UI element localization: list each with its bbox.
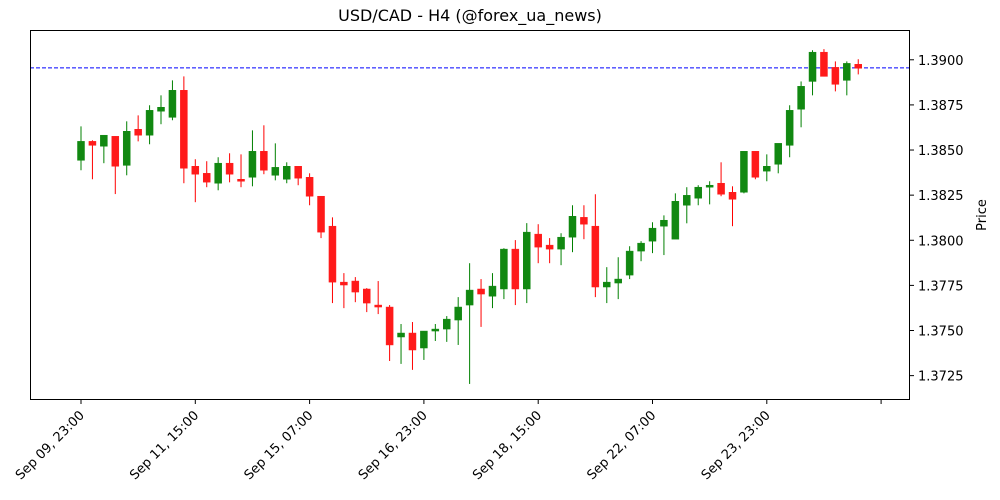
candle [625,246,634,280]
plot-frame [30,30,910,400]
candle [820,49,828,77]
candle [763,154,771,182]
candle [785,105,794,158]
candle [260,125,268,175]
candle [351,277,360,303]
candle [797,81,805,128]
y-tick-label: 1.3875 [918,99,964,114]
candle [728,186,737,227]
candle [282,162,291,184]
candle [100,134,108,164]
candle [500,248,508,300]
candle [591,194,600,298]
candle [603,267,611,304]
y-tick-label: 1.3775 [918,279,964,294]
candle [614,257,622,300]
candle [385,305,394,362]
candle [431,324,440,341]
candle [808,50,817,96]
candle [328,217,337,304]
candle [408,322,417,370]
x-tick-label: Sep 16, 23:00 [356,408,431,483]
candle [122,121,131,176]
y-tick-label: 1.3900 [918,54,964,69]
candle [671,193,680,240]
x-tick-label: Sep 22, 07:00 [584,408,659,483]
candle [568,205,577,253]
candle [637,241,645,262]
candle [534,224,542,264]
chart-title: USD/CAD - H4 (@forex_ua_news) [338,6,602,25]
x-tick-label: Sep 11, 15:00 [127,408,202,483]
candle [854,59,862,75]
candle [397,324,405,364]
candle [660,215,668,256]
candle [843,61,851,96]
candle [271,143,280,181]
x-tick-label: Sep 15, 07:00 [242,408,317,483]
candle [465,263,474,384]
candle [225,153,234,183]
candle [374,281,382,315]
candle [557,233,565,266]
x-tick-label: Sep 09, 23:00 [13,408,88,483]
candle [580,205,588,240]
candle [134,115,142,142]
candle [705,181,714,205]
y-tick-label: 1.3800 [918,234,964,249]
candle [694,185,702,206]
candle [683,187,691,224]
candle [191,159,200,203]
y-axis-label: Price [975,199,990,231]
y-tick-label: 1.3850 [918,144,964,159]
candle [168,80,177,121]
candle [363,288,371,313]
candle [523,223,531,304]
candle [214,157,222,191]
candle [454,297,462,345]
candle [294,166,302,186]
candle [443,316,451,342]
candle [751,151,760,180]
y-tick-label: 1.3725 [918,370,964,385]
candle [740,151,748,194]
candles [77,49,862,384]
candle [477,279,485,327]
candle [157,95,165,125]
candle [77,126,85,171]
y-tick-label: 1.3750 [918,325,964,340]
y-tick-label: 1.3825 [918,189,964,204]
candle [717,162,725,197]
x-axis: Sep 09, 23:00 Sep 11, 15:00 Sep 15, 07:00 S… [13,400,882,483]
candle [145,105,154,145]
x-tick-label: Sep 23, 23:00 [699,408,774,483]
candle [545,238,554,264]
x-tick-label: Sep 18, 15:00 [470,408,545,483]
candle [831,61,840,92]
candle [180,76,188,184]
candle [111,136,120,195]
candle [248,130,257,187]
candle [488,273,497,309]
candle [88,140,97,180]
candle [317,195,325,239]
candle [648,222,657,254]
candle [511,240,520,306]
candle [340,273,348,309]
candle [202,161,211,188]
y-axis: 1.3725 1.3750 1.3775 1.3800 1.3825 1.3850 1.38… [910,54,964,385]
candle [305,173,314,206]
candle [237,154,245,188]
candle [420,330,428,360]
candle [774,143,782,174]
